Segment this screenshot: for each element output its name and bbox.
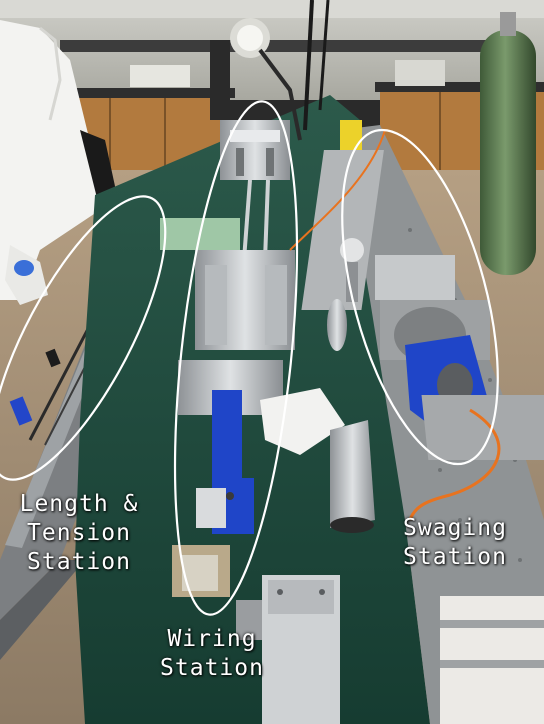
blue-wiring-arm bbox=[212, 390, 242, 480]
length-tension-station-label: Length & Tension Station bbox=[4, 490, 154, 577]
blue-clamp-left bbox=[9, 396, 33, 426]
counter-equipment-left bbox=[130, 65, 190, 87]
back-counter-top bbox=[60, 40, 510, 52]
steel-half-pipe bbox=[330, 420, 375, 528]
lab-coat-person bbox=[0, 20, 100, 300]
wiring-station-label: Wiring Station bbox=[156, 625, 268, 683]
wiring-ellipse bbox=[173, 100, 299, 616]
upper-carriage bbox=[220, 120, 290, 180]
pulley bbox=[340, 238, 364, 262]
swaging-base-plate bbox=[421, 395, 544, 460]
overhead-cable bbox=[303, 0, 314, 131]
yellow-box bbox=[340, 120, 362, 150]
orange-cable bbox=[408, 408, 501, 521]
wiring-label-line2: Station bbox=[160, 655, 264, 681]
length-tension-label-line3: Station bbox=[27, 549, 131, 575]
gas-cylinder bbox=[480, 30, 536, 275]
length-tension-label-line2: Tension bbox=[27, 520, 131, 546]
monitor bbox=[210, 40, 230, 120]
steel-cylinder-small bbox=[327, 299, 347, 351]
swaging-station-label: Swaging Station bbox=[392, 514, 518, 572]
swaging-label-line1: Swaging bbox=[403, 515, 507, 541]
wire-spool-block bbox=[196, 488, 226, 528]
length-tension-ellipse bbox=[0, 195, 167, 481]
swaging-label-line2: Station bbox=[403, 544, 507, 570]
swaging-ellipse bbox=[341, 128, 499, 466]
length-tension-label-line1: Length & bbox=[19, 491, 139, 517]
wiring-label-line1: Wiring bbox=[167, 626, 257, 652]
counter-equipment-right bbox=[395, 60, 445, 86]
swaging-carriage bbox=[375, 255, 455, 300]
blue-glove bbox=[14, 260, 34, 276]
